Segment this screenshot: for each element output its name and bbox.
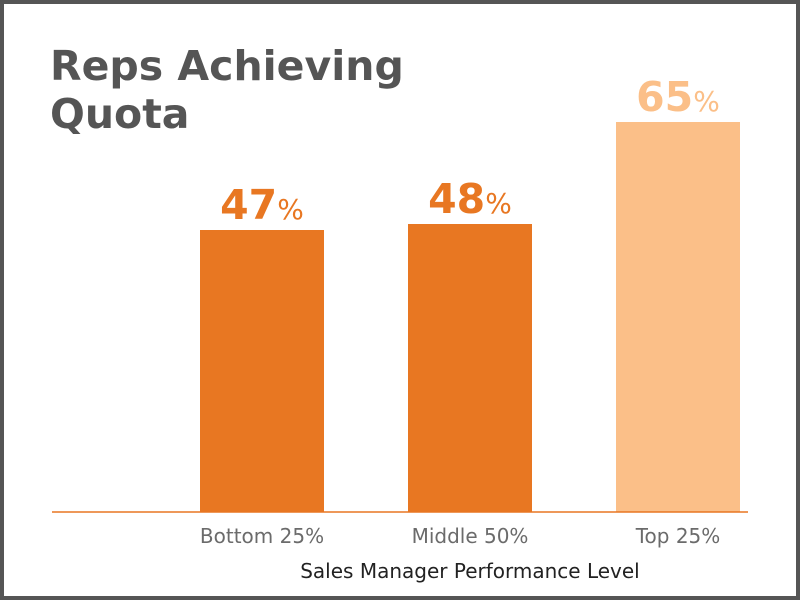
bar-value-number: 47	[220, 181, 277, 229]
bar-value-number: 65	[636, 73, 693, 121]
bar-3	[616, 122, 740, 512]
bar-value-label-2: 48%	[428, 175, 512, 223]
chart-title: Reps Achieving Quota	[50, 42, 404, 138]
bar-value-label-3: 65%	[636, 73, 720, 121]
bar-value-unit: %	[277, 193, 304, 226]
x-axis-title: Sales Manager Performance Level	[300, 559, 640, 583]
bar-value-unit: %	[693, 85, 720, 118]
x-tick-label-3: Top 25%	[635, 524, 721, 548]
value-labels-layer: 47% 48%65%	[220, 73, 720, 229]
bar-2	[408, 224, 532, 512]
x-tick-label-2: Middle 50%	[412, 524, 529, 548]
x-tick-label-1: Bottom 25%	[200, 524, 324, 548]
bar-value-label-1: 47%	[220, 181, 304, 229]
tick-labels-layer: Bottom 25% Middle 50% Top 25%	[200, 524, 720, 548]
bar-value-unit: %	[485, 187, 512, 220]
bars-layer	[200, 122, 740, 512]
bar-value-number: 48	[428, 175, 485, 223]
bar-1	[200, 230, 324, 512]
